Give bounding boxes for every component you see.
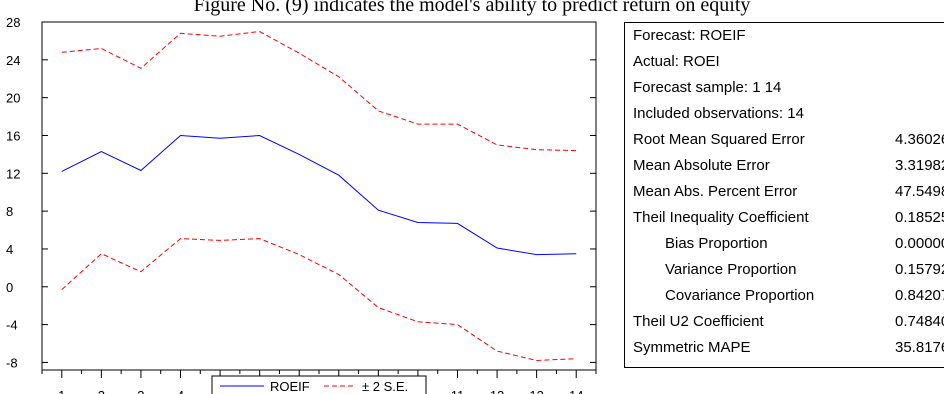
x-tick-label: 11 bbox=[451, 388, 465, 394]
stat-label: Variance Proportion bbox=[665, 261, 797, 278]
stat-label: Forecast sample: 1 14 bbox=[633, 79, 782, 96]
stat-row: Forecast: ROEIF bbox=[625, 27, 944, 47]
stat-value: 47.5498 bbox=[895, 183, 944, 200]
stat-value: 35.8176 bbox=[895, 339, 944, 356]
y-tick-label: -4 bbox=[6, 318, 18, 333]
stat-row: Covariance Proportion 0.84207 bbox=[625, 287, 944, 307]
stat-label: Theil U2 Coefficient bbox=[633, 313, 764, 330]
stat-row: Mean Abs. Percent Error 47.5498 bbox=[625, 183, 944, 203]
x-tick-label: 4 bbox=[177, 388, 184, 394]
stat-value: 0.00000 bbox=[895, 235, 944, 252]
stat-value: 0.84207 bbox=[895, 287, 944, 304]
y-tick-label: 12 bbox=[6, 166, 20, 181]
figure-caption: Figure No. (9) indicates the model's abi… bbox=[193, 0, 751, 16]
stat-label: Covariance Proportion bbox=[665, 287, 815, 304]
forecast-chart: 2824201612840-4-81234567891011121314ROEI… bbox=[6, 15, 597, 394]
x-tick-label: 2 bbox=[98, 388, 105, 394]
stat-row: Bias Proportion 0.00000 bbox=[625, 235, 944, 255]
y-tick-label: 28 bbox=[6, 15, 20, 30]
stat-row: Root Mean Squared Error 4.36026 bbox=[625, 131, 944, 151]
stat-row: Theil Inequality Coefficient 0.18525 bbox=[625, 209, 944, 229]
stat-row: Forecast sample: 1 14 bbox=[625, 79, 944, 99]
stat-label: Symmetric MAPE bbox=[633, 339, 751, 356]
stat-row: Mean Absolute Error 3.31982 bbox=[625, 157, 944, 177]
stat-row: Variance Proportion 0.15792 bbox=[625, 261, 944, 281]
stat-label: Mean Absolute Error bbox=[633, 157, 770, 174]
y-tick-label: 0 bbox=[6, 280, 13, 295]
upper-se-band-line bbox=[61, 30, 577, 152]
y-tick-label: 8 bbox=[6, 204, 13, 219]
stat-label: Theil Inequality Coefficient bbox=[633, 209, 809, 226]
x-tick-label: 1 bbox=[58, 388, 65, 394]
stat-value: 3.31982 bbox=[895, 157, 944, 174]
x-tick-label: 3 bbox=[137, 388, 144, 394]
y-tick-label: 16 bbox=[6, 128, 20, 143]
legend-roeif-label: ROEIF bbox=[270, 379, 310, 394]
y-tick-label: 4 bbox=[6, 242, 13, 257]
plot-frame bbox=[41, 21, 597, 371]
stat-value: 0.15792 bbox=[895, 261, 944, 278]
stat-row: Included observations: 14 bbox=[625, 105, 944, 125]
stat-row: Symmetric MAPE 35.8176 bbox=[625, 339, 944, 359]
y-tick-label: 24 bbox=[6, 53, 20, 68]
lower-se-band-line bbox=[61, 238, 577, 362]
stat-label: Root Mean Squared Error bbox=[633, 131, 805, 148]
y-tick-label: -8 bbox=[6, 355, 18, 370]
y-tick-label: 20 bbox=[6, 91, 20, 106]
x-tick-label: 12 bbox=[490, 388, 504, 394]
stat-label: Actual: ROEI bbox=[633, 53, 720, 70]
stat-value: 0.74840 bbox=[895, 313, 944, 330]
x-tick-label: 14 bbox=[569, 388, 583, 394]
stat-row: Actual: ROEI bbox=[625, 53, 944, 73]
stat-value: 4.36026 bbox=[895, 131, 944, 148]
stat-label: Included observations: 14 bbox=[633, 105, 804, 122]
stat-row: Theil U2 Coefficient 0.74840 bbox=[625, 313, 944, 333]
stat-value: 0.18525 bbox=[895, 209, 944, 226]
stat-label: Mean Abs. Percent Error bbox=[633, 183, 798, 200]
legend-box bbox=[211, 375, 427, 394]
stat-label: Bias Proportion bbox=[665, 235, 768, 252]
legend-se-label: ± 2 S.E. bbox=[362, 379, 408, 394]
stat-label: Forecast: ROEIF bbox=[633, 27, 746, 44]
forecast-statistics-panel: Forecast: ROEIF Actual: ROEI Forecast samp… bbox=[624, 22, 944, 368]
x-tick-label: 13 bbox=[529, 388, 543, 394]
roeif-line bbox=[61, 134, 577, 256]
